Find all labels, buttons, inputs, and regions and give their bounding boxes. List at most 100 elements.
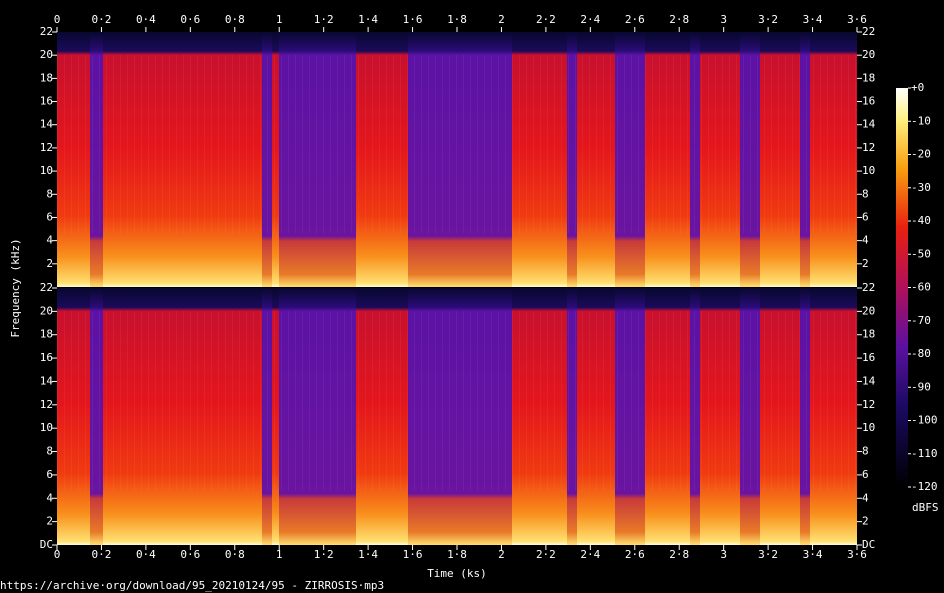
spectrogram-streak	[848, 54, 849, 234]
spectrogram-streak	[617, 54, 618, 234]
spectrogram-streak	[834, 54, 835, 234]
spectrogram-streak	[799, 54, 800, 234]
y-axis-label: Frequency (kHz)	[9, 238, 22, 337]
spectrogram-streak	[638, 311, 639, 492]
colorbar-tick-label: -50	[911, 247, 931, 260]
spectrogram-streak	[316, 54, 317, 234]
spectrogram-streak	[190, 311, 191, 492]
spectrogram-streak	[533, 311, 534, 492]
spectrogram-streak	[176, 54, 177, 234]
spectrogram-streak	[162, 54, 163, 234]
x-axis-label: Time (ks)	[427, 567, 487, 580]
y-tick-label: 16	[862, 95, 875, 108]
spectrogram-streak	[323, 54, 324, 234]
y-tick-label: 22	[862, 281, 875, 294]
spectrogram-streak	[820, 54, 821, 234]
spectrogram-streak	[393, 311, 394, 492]
spectrogram-streak	[673, 54, 674, 234]
spectrogram-streak	[631, 54, 632, 234]
y-tick-label: 8	[862, 187, 869, 200]
spectrogram-streak	[99, 311, 100, 492]
y-tick-label: 16	[862, 351, 875, 364]
spectrogram-streak	[421, 54, 422, 234]
x-tick-label: 3·4	[803, 13, 823, 26]
spectrogram-streak	[337, 311, 338, 492]
x-tick-label: 0·8	[225, 13, 245, 26]
spectrogram-streak	[288, 311, 289, 492]
spectrogram-streak	[477, 54, 478, 234]
spectrogram-streak	[71, 311, 72, 492]
colorbar-tick-label: -120	[911, 480, 938, 493]
spectrogram-streak	[687, 54, 688, 234]
spectrogram-streak	[827, 54, 828, 234]
spectrogram-streak	[470, 54, 471, 234]
x-tick-label: 0·8	[225, 548, 245, 561]
spectrogram-streak	[596, 311, 597, 492]
x-tick-label: 1·6	[403, 548, 423, 561]
spectrogram-streak	[197, 54, 198, 234]
colorbar-tick-label: -100	[911, 414, 938, 427]
spectrogram-streak	[638, 54, 639, 234]
y-tick-label: 4	[46, 234, 53, 247]
spectrogram-streak	[78, 54, 79, 234]
spectrogram-streak	[372, 311, 373, 492]
spectrogram-streak	[85, 311, 86, 492]
spectrogram-band	[408, 288, 512, 545]
spectrogram-streak	[519, 54, 520, 234]
y-tick-label: 2	[46, 257, 53, 270]
spectrogram-streak	[127, 54, 128, 234]
spectrogram-streak	[211, 54, 212, 234]
spectrogram-band	[615, 32, 645, 287]
spectrogram-streak	[141, 311, 142, 492]
spectrogram-streak	[456, 54, 457, 234]
spectrogram-streak	[484, 54, 485, 234]
spectrogram-streak	[169, 54, 170, 234]
spectrogram-streak	[64, 54, 65, 234]
spectrogram-streak	[813, 311, 814, 492]
spectrogram-streak	[855, 311, 856, 492]
x-tick-label: 1·4	[358, 548, 378, 561]
spectrogram-streak	[295, 54, 296, 234]
spectrogram-streak	[680, 54, 681, 234]
y-tick-label: 2	[46, 515, 53, 528]
spectrogram-streak	[491, 311, 492, 492]
spectrogram-streak	[848, 311, 849, 492]
y-tick-label: 6	[862, 210, 869, 223]
spectrogram-streak	[750, 311, 751, 492]
spectrogram-streak	[624, 54, 625, 234]
spectrogram-streak	[260, 54, 261, 234]
spectrogram-streak	[554, 311, 555, 492]
spectrogram-streak	[225, 311, 226, 492]
spectrogram-streak	[806, 311, 807, 492]
spectrogram-streak	[99, 54, 100, 234]
spectrogram-streak	[631, 311, 632, 492]
spectrogram-streak	[57, 311, 58, 492]
spectrogram-streak	[92, 54, 93, 234]
spectrogram-streak	[512, 54, 513, 234]
colorbar-tick-label: -110	[911, 447, 938, 460]
spectrogram-streak	[575, 311, 576, 492]
spectrogram-streak	[428, 54, 429, 234]
spectrogram-streak	[288, 54, 289, 234]
y-tick-label: DC	[40, 538, 53, 551]
y-tick-label: 20	[40, 304, 53, 317]
spectrogram-streak	[316, 311, 317, 492]
spectrogram-streak	[498, 54, 499, 234]
x-tick-label: 2·2	[536, 548, 556, 561]
y-tick-label: 14	[40, 118, 54, 131]
spectrogram-band	[690, 288, 700, 545]
x-tick-label: 1	[276, 13, 283, 26]
spectrogram-streak	[365, 54, 366, 234]
spectrogram-streak	[526, 311, 527, 492]
spectrogram-streak	[435, 311, 436, 492]
spectrogram-streak	[393, 54, 394, 234]
spectrogram-band	[800, 32, 810, 287]
y-tick-label: 10	[40, 164, 53, 177]
spectrogram-streak	[771, 311, 772, 492]
spectrogram-streak	[113, 311, 114, 492]
spectrogram-streak	[610, 54, 611, 234]
spectrogram-band	[800, 288, 810, 545]
spectrogram-streak	[820, 311, 821, 492]
spectrogram-streak	[554, 54, 555, 234]
spectrogram-streak	[246, 54, 247, 234]
